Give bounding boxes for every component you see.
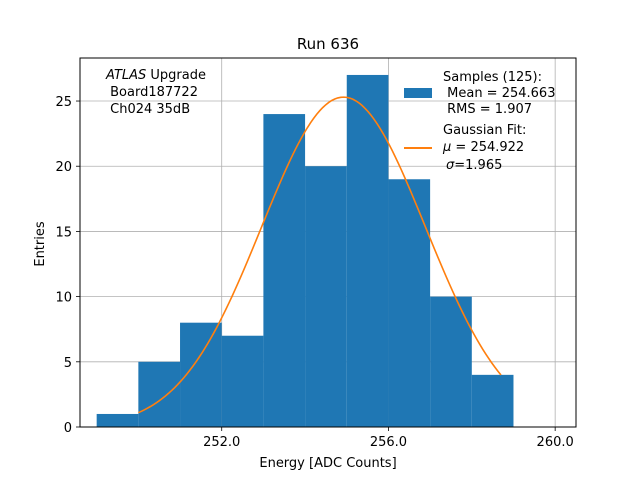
histogram-bar: [221, 335, 264, 427]
legend-samples-line-3: RMS = 1.907: [443, 102, 532, 117]
annotation-atlas: ATLAS: [105, 68, 146, 83]
legend-samples-line-1: Samples (125):: [443, 70, 542, 85]
legend-mu-symbol: μ: [442, 140, 451, 155]
legend-sigma-symbol: σ: [446, 158, 455, 173]
x-tick-label: 256.0: [370, 435, 407, 450]
histogram-bar: [96, 413, 139, 427]
x-axis-label: Energy [ADC Counts]: [259, 456, 396, 471]
histogram-bar: [263, 114, 306, 427]
gaussian-fit: [138, 96, 502, 414]
histogram-bar: [346, 74, 389, 427]
atlas-annotation: ATLAS Upgrade Board187722 Ch024 35dB: [105, 68, 206, 117]
y-axis-label: Entries: [33, 221, 48, 267]
y-tick-label: 20: [55, 160, 72, 175]
histogram-bars: [96, 74, 514, 428]
plot-frame: [79, 57, 577, 428]
legend-samples-line-2: Mean = 254.663: [443, 86, 555, 101]
legend-samples-patch: [404, 88, 432, 98]
legend-fit-line-2: μ = 254.922: [442, 140, 524, 155]
fit-curve: [138, 96, 502, 414]
annotation-line-1: ATLAS Upgrade: [105, 68, 206, 83]
legend: Samples (125): Mean = 254.663 RMS = 1.90…: [404, 70, 555, 173]
legend-mu-value: = 254.922: [451, 140, 524, 155]
legend-sigma-value: =1.965: [454, 158, 502, 173]
annotation-upgrade: Upgrade: [146, 68, 206, 83]
histogram-bar: [305, 166, 347, 428]
legend-fit-line-3: σ=1.965: [446, 158, 502, 173]
y-tick-label: 10: [55, 291, 72, 306]
chart-title: Run 636: [297, 35, 359, 53]
y-tick-label: 15: [55, 225, 72, 240]
axis-ticks: 252.0 256.0 260.0 0 5 10 15 20 25: [55, 95, 573, 450]
y-tick-label: 25: [55, 95, 72, 110]
annotation-line-2: Board187722: [106, 85, 198, 100]
x-tick-label: 252.0: [203, 435, 240, 450]
x-tick-label: 260.0: [537, 435, 574, 450]
annotation-line-3: Ch024 35dB: [106, 102, 190, 117]
histogram-bar: [138, 361, 181, 427]
y-tick-label: 0: [64, 421, 72, 436]
histogram-bar: [471, 374, 514, 427]
y-tick-label: 5: [64, 356, 72, 371]
legend-fit-line-1: Gaussian Fit:: [443, 123, 526, 138]
histogram-bar: [430, 296, 472, 427]
histogram-bar: [388, 179, 431, 427]
